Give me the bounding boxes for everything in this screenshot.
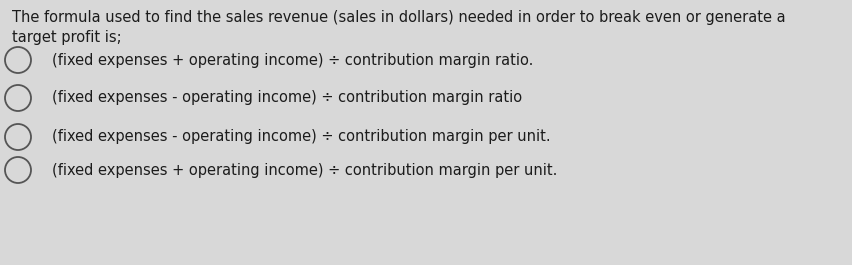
Text: (fixed expenses + operating income) ÷ contribution margin ratio.: (fixed expenses + operating income) ÷ co…: [52, 52, 533, 68]
Text: (fixed expenses - operating income) ÷ contribution margin per unit.: (fixed expenses - operating income) ÷ co…: [52, 130, 550, 144]
Text: (fixed expenses - operating income) ÷ contribution margin ratio: (fixed expenses - operating income) ÷ co…: [52, 91, 522, 105]
Text: The formula used to find the sales revenue (sales in dollars) needed in order to: The formula used to find the sales reven…: [12, 10, 786, 45]
Text: (fixed expenses + operating income) ÷ contribution margin per unit.: (fixed expenses + operating income) ÷ co…: [52, 162, 557, 178]
